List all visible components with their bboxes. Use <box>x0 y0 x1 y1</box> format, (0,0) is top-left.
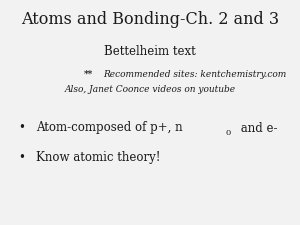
Text: 0: 0 <box>225 129 230 137</box>
Text: Recommended sites: kentchemistry.com: Recommended sites: kentchemistry.com <box>103 70 287 79</box>
Text: **: ** <box>84 70 93 79</box>
Text: Atoms and Bonding-Ch. 2 and 3: Atoms and Bonding-Ch. 2 and 3 <box>21 11 279 28</box>
Text: Bettelheim text: Bettelheim text <box>104 45 196 58</box>
Text: Atom-composed of p+, n: Atom-composed of p+, n <box>36 122 183 135</box>
Text: •: • <box>18 122 25 135</box>
Text: and e-: and e- <box>237 122 277 135</box>
Text: •: • <box>18 151 25 164</box>
Text: Know atomic theory!: Know atomic theory! <box>36 151 160 164</box>
Text: Also, Janet Coonce videos on youtube: Also, Janet Coonce videos on youtube <box>64 86 236 94</box>
